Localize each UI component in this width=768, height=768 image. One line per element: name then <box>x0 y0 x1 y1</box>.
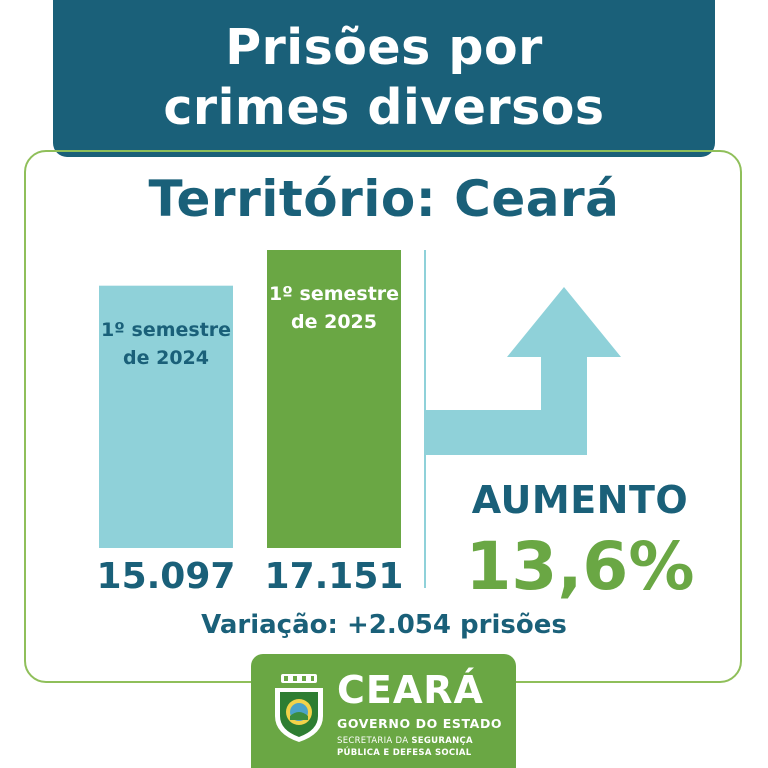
variation-text: Variação: +2.054 prisões <box>201 610 567 640</box>
bar-category-label-0: 1º semestre de 2024 <box>100 318 232 369</box>
bar-value-label-0: 15.097 <box>96 556 236 597</box>
title-line-2: crimes diversos <box>163 79 605 136</box>
bar-1 <box>267 250 401 548</box>
footer-gov: GOVERNO DO ESTADO <box>337 716 503 731</box>
footer-logo-block: CEARÁ GOVERNO DO ESTADO SECRETARIA DA SE… <box>251 654 516 768</box>
title-line-1: Prisões por <box>225 19 543 76</box>
state-seal-icon <box>275 674 323 742</box>
page-title: Prisões por crimes diversos <box>53 18 715 138</box>
increase-label: AUMENTO <box>471 478 689 522</box>
footer-secretariat-line1: SECRETARIA DA SEGURANÇA <box>337 736 473 746</box>
increase-arrow-icon <box>425 287 621 455</box>
footer-secretariat-line2: PÚBLICA E DEFESA SOCIAL <box>337 748 472 758</box>
bar-value-label-1: 17.151 <box>264 556 404 597</box>
territory-heading: Território: Ceará <box>148 170 620 228</box>
bar-0 <box>99 285 233 548</box>
increase-percent: 13,6% <box>465 528 695 605</box>
bar-category-label-1: 1º semestre de 2025 <box>268 283 400 333</box>
header-banner: Prisões por crimes diversos <box>53 0 715 157</box>
footer-brand: CEARÁ <box>337 668 484 712</box>
